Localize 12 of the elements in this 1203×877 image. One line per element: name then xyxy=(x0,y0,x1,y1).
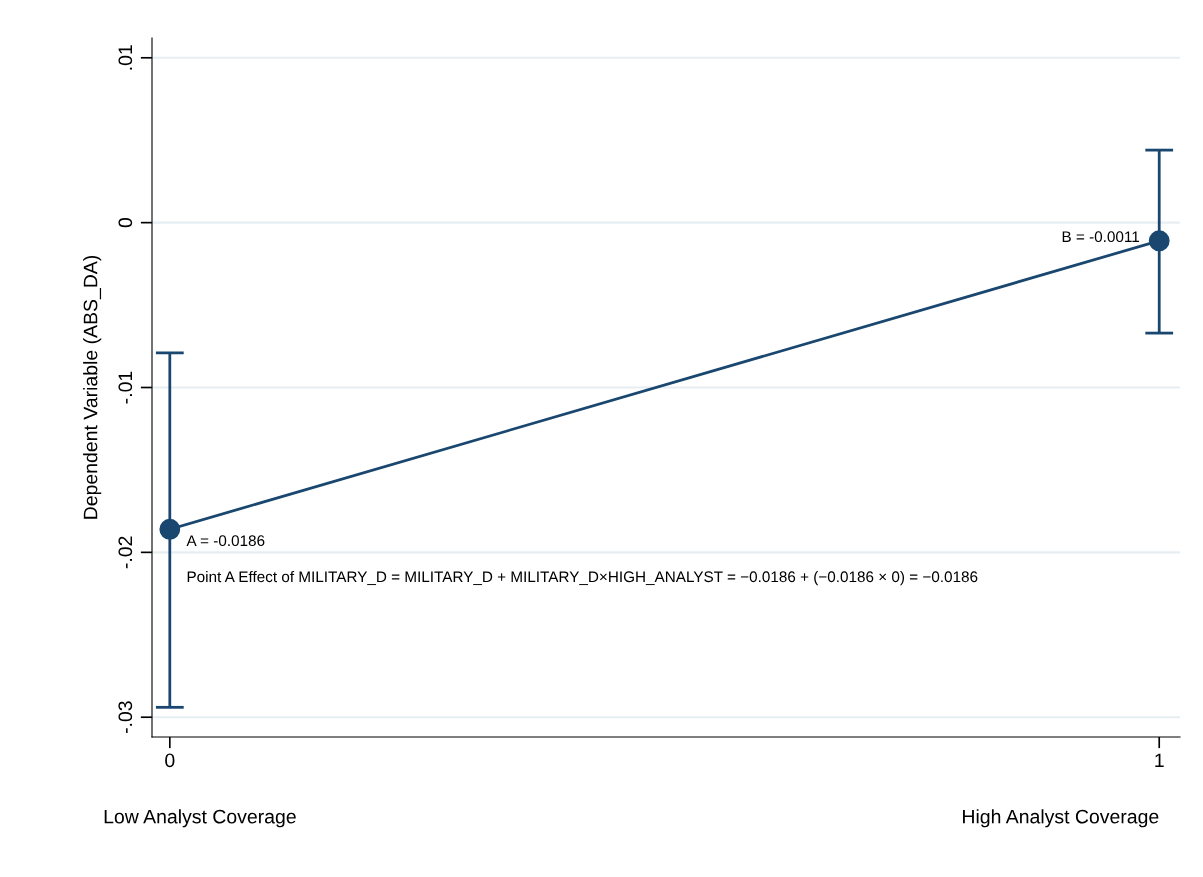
text: High Analyst Coverage xyxy=(963,809,1159,828)
y-tick-label: 0 xyxy=(118,217,133,228)
y-tick-label: .01 xyxy=(118,45,133,70)
data-label: A = -0.0186 xyxy=(186,535,265,547)
text: Low Analyst Coverage xyxy=(104,809,296,828)
data-label: B = -0.0011 xyxy=(1062,231,1140,243)
y-tick-label: -.03 xyxy=(118,701,133,734)
x-tick-label: 1 xyxy=(1155,753,1164,768)
y-tick-label: -.02 xyxy=(118,536,133,569)
y-axis-title: Dependent Variable (ABS_DA) xyxy=(83,255,102,519)
annotation: Point A Effect of MILITARY_D = MILITARY_D + MILITARY_D×HIGH_ANALYST = −0.0186 + (−0.0186 × 0) = −0.0186 xyxy=(187,570,978,586)
y-tick-label: -.01 xyxy=(118,371,133,404)
